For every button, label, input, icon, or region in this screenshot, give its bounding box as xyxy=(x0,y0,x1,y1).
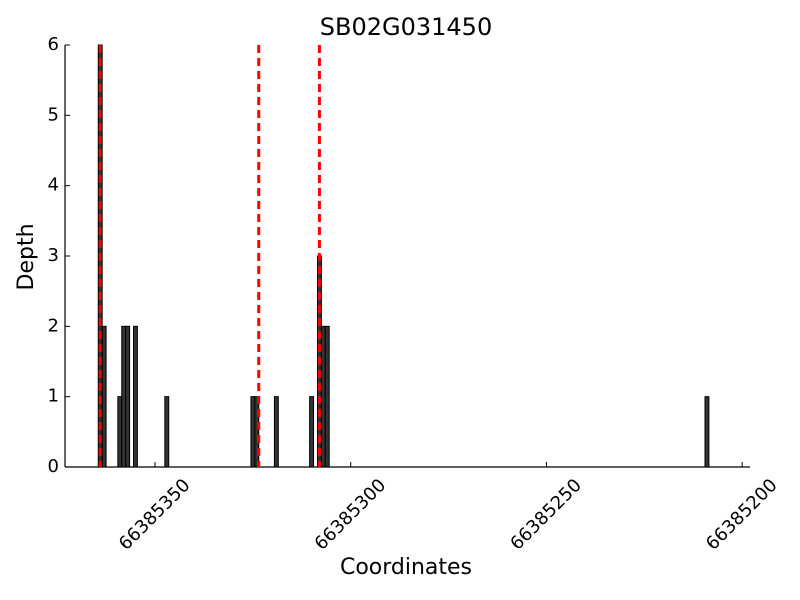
y-tick-label: 4 xyxy=(48,175,59,196)
y-tick-label: 3 xyxy=(48,245,59,266)
bar xyxy=(250,396,256,468)
y-tick-label: 6 xyxy=(48,34,59,55)
bar xyxy=(125,325,131,468)
bar xyxy=(254,396,260,468)
bar xyxy=(101,325,107,468)
y-tick-label: 2 xyxy=(48,315,59,336)
y-tick-label: 1 xyxy=(48,386,59,407)
bar xyxy=(324,325,330,468)
x-tick-label: 66385350 xyxy=(115,475,195,555)
x-axis-label: Coordinates xyxy=(340,555,472,580)
bar xyxy=(133,325,138,468)
bar xyxy=(320,325,326,468)
bar xyxy=(704,396,710,468)
bar xyxy=(273,396,279,468)
bar xyxy=(309,396,315,468)
x-tick-label: 66385300 xyxy=(311,475,391,555)
y-tick-label: 0 xyxy=(48,456,59,477)
y-tick-label: 5 xyxy=(48,104,59,125)
x-tick-label: 66385200 xyxy=(702,475,782,555)
chart-title: SB02G031450 xyxy=(320,13,492,41)
bar xyxy=(164,396,170,468)
x-tick-label: 66385250 xyxy=(506,475,586,555)
bar xyxy=(117,396,123,468)
bar xyxy=(121,325,127,468)
y-axis-label: Depth xyxy=(14,223,39,290)
